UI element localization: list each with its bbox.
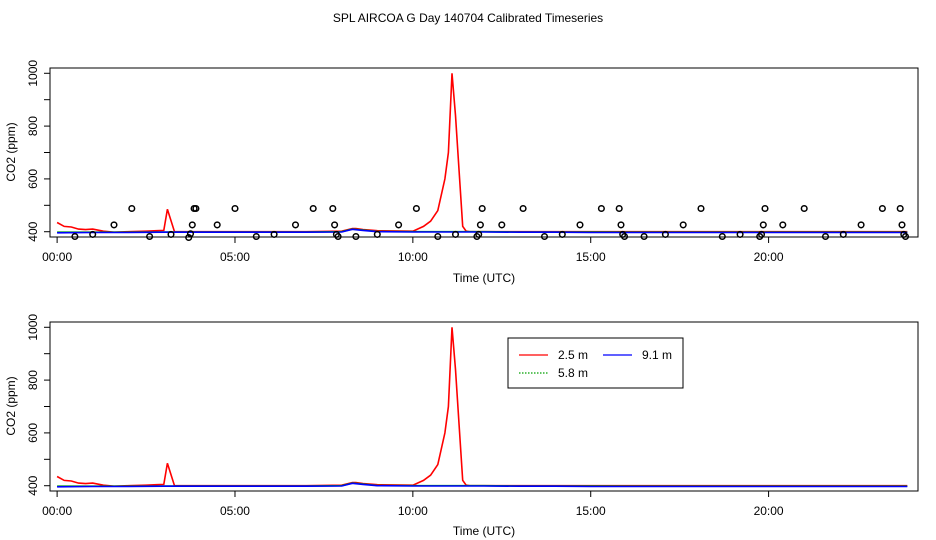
top-x-tick-label: 20:00 (754, 250, 784, 264)
legend-box (507, 337, 684, 389)
calibration-point (800, 204, 808, 213)
calibration-point (576, 221, 584, 229)
calibration-point (395, 221, 403, 229)
bottom-plot-frame (49, 321, 919, 492)
calibration-point (412, 204, 420, 213)
calibration-point (878, 204, 886, 213)
calibration-point (759, 221, 767, 229)
top-x-tick-label: 05:00 (220, 250, 250, 264)
calibration-point (476, 221, 484, 229)
calibration-point (71, 232, 79, 241)
calibration-point (617, 221, 625, 229)
calibration-point (475, 230, 483, 238)
calibration-point (329, 204, 337, 213)
calibration-point (558, 230, 566, 238)
calibration-point (192, 204, 200, 213)
calibration-point (231, 204, 239, 213)
calibration-point (451, 230, 460, 238)
top-y-tick-label: 600 (26, 169, 40, 189)
bottom-x-tick-label: 15:00 (576, 504, 606, 518)
calibration-point (821, 232, 830, 241)
bottom-x-tick-label: 20:00 (754, 504, 784, 518)
bottom-y-axis-label: CO2 (ppm) (4, 376, 18, 435)
calibration-point (167, 230, 175, 238)
calibration-point (761, 204, 769, 213)
calibration-point (718, 232, 726, 241)
bottom-x-tick-label: 10:00 (398, 504, 428, 518)
calibration-point (252, 232, 260, 241)
top-x-tick-label: 00:00 (42, 250, 72, 264)
calibration-point (185, 233, 193, 242)
calibration-point (146, 232, 154, 241)
calibration-point (89, 230, 97, 238)
calibration-point (498, 221, 506, 229)
top-y-tick-label: 400 (26, 221, 40, 241)
top-x-axis-label: Time (UTC) (453, 271, 515, 285)
calibration-point (186, 230, 195, 238)
calibration-point (128, 204, 136, 213)
calibration-point (736, 230, 744, 238)
calibration-point (857, 221, 865, 229)
figure-title: SPL AIRCOA G Day 140704 Calibrated Times… (333, 11, 603, 25)
bottom-series-2-5-m (56, 327, 908, 488)
legend-label-2-5m: 2.5 m (558, 348, 588, 362)
top-y-tick-label: 800 (26, 116, 40, 136)
calibration-point (597, 204, 605, 213)
calibration-point (640, 232, 648, 241)
calibration-point (213, 221, 221, 229)
calibration-point (110, 221, 118, 229)
calibration-point (519, 204, 527, 213)
bottom-panel: 00:00 05:00 10:00 15:00 20:00 4006008001000 … (4, 314, 919, 538)
calibration-point (896, 204, 904, 213)
top-x-tick-label: 15:00 (576, 250, 606, 264)
bottom-x-tick-label: 00:00 (42, 504, 72, 518)
top-panel: 00:00 05:00 10:00 15:00 20:00 4006008001000 … (4, 60, 919, 285)
bottom-series-9-1-m (57, 482, 908, 488)
calibration-point (901, 232, 910, 241)
calibration-point (270, 230, 278, 238)
calibration-point (188, 221, 196, 229)
calibration-point (839, 230, 847, 238)
calibration-point (373, 230, 381, 238)
top-series-2-5-m (56, 73, 908, 234)
calibration-point (331, 221, 339, 229)
top-y-axis-label: CO2 (ppm) (4, 122, 18, 181)
calibration-point (615, 204, 623, 213)
calibration-point (478, 204, 486, 213)
bottom-y-tick-label: 600 (26, 423, 40, 443)
calibration-point (679, 221, 687, 229)
top-x-tick-label: 10:00 (398, 250, 428, 264)
bottom-x-tick-label: 05:00 (220, 504, 250, 518)
legend: 2.5 m 9.1 m 5.8 m (507, 337, 684, 389)
legend-label-9-1m: 9.1 m (642, 348, 672, 362)
calibration-point (898, 221, 906, 229)
calibration-point (291, 221, 300, 229)
calibration-point (697, 204, 705, 213)
calibration-point (334, 232, 342, 241)
calibration-point (620, 232, 629, 241)
bottom-y-tick-label: 400 (26, 475, 40, 495)
calibration-point (661, 230, 669, 238)
top-y-tick-label: 1000 (26, 60, 40, 87)
top-plot-frame (49, 67, 919, 238)
calibration-point (779, 221, 787, 229)
calibration-point (434, 232, 442, 241)
legend-label-5-8m: 5.8 m (558, 366, 588, 380)
bottom-x-axis-label: Time (UTC) (453, 524, 515, 538)
bottom-y-tick-label: 800 (26, 370, 40, 390)
calibration-point (757, 230, 766, 238)
calibration-point (540, 232, 549, 241)
calibration-point (352, 232, 360, 241)
calibration-point (309, 204, 317, 213)
bottom-y-tick-label: 1000 (26, 314, 40, 341)
top-series-9-1-m (57, 228, 908, 234)
